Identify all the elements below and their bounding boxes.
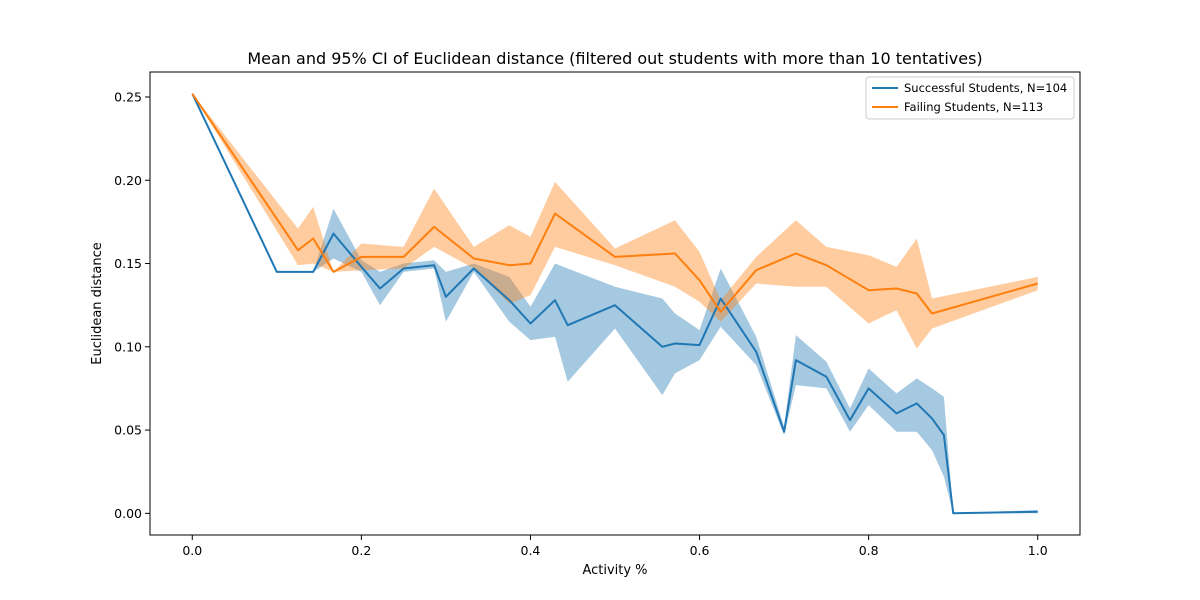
legend: Successful Students, N=104 Failing Stude…: [865, 76, 1075, 120]
series-line-failing: [191, 93, 1038, 315]
series-line-successful: [191, 93, 1038, 515]
x-tick-label: 0.4: [521, 543, 541, 558]
legend-box: [865, 76, 1075, 120]
y-axis: 0.00 0.05 0.10 0.15 0.20 0.25: [114, 89, 150, 521]
x-tick-label: 0.8: [859, 543, 879, 558]
x-tick-label: 0.0: [182, 543, 202, 558]
y-tick-label: 0.25: [114, 89, 142, 104]
x-axis-label: Activity %: [582, 563, 647, 578]
x-tick-label: 0.6: [690, 543, 710, 558]
ci-band-successful: [192, 93, 1038, 514]
legend-label-successful: Successful Students, N=104: [904, 81, 1067, 95]
x-tick-label: 0.2: [351, 543, 371, 558]
ci-band-failing: [192, 93, 1038, 349]
y-tick-label: 0.05: [114, 423, 142, 438]
x-tick-label: 1.0: [1028, 543, 1048, 558]
y-tick-label: 0.15: [114, 256, 142, 271]
series-lines: [191, 93, 1038, 515]
legend-label-failing: Failing Students, N=113: [904, 100, 1043, 114]
confidence-bands: [192, 93, 1038, 514]
y-tick-label: 0.10: [114, 339, 142, 354]
plot-frame: [149, 71, 1081, 536]
y-tick-label: 0.20: [114, 173, 142, 188]
chart-title: Mean and 95% CI of Euclidean distance (f…: [247, 49, 982, 68]
y-axis-label: Euclidean distance: [90, 242, 105, 365]
x-axis: 0.0 0.2 0.4 0.6 0.8 1.0: [182, 535, 1048, 558]
y-tick-label: 0.00: [114, 506, 142, 521]
